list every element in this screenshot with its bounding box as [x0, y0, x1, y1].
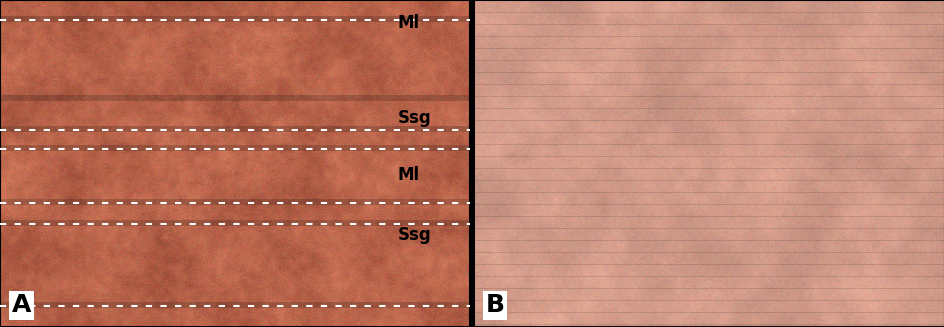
Text: Ssg: Ssg: [397, 226, 430, 245]
Text: Ssg: Ssg: [397, 109, 430, 127]
Text: Ml: Ml: [397, 14, 419, 32]
Text: A: A: [11, 293, 31, 317]
Text: Ml: Ml: [397, 166, 419, 184]
Text: B: B: [485, 293, 504, 317]
